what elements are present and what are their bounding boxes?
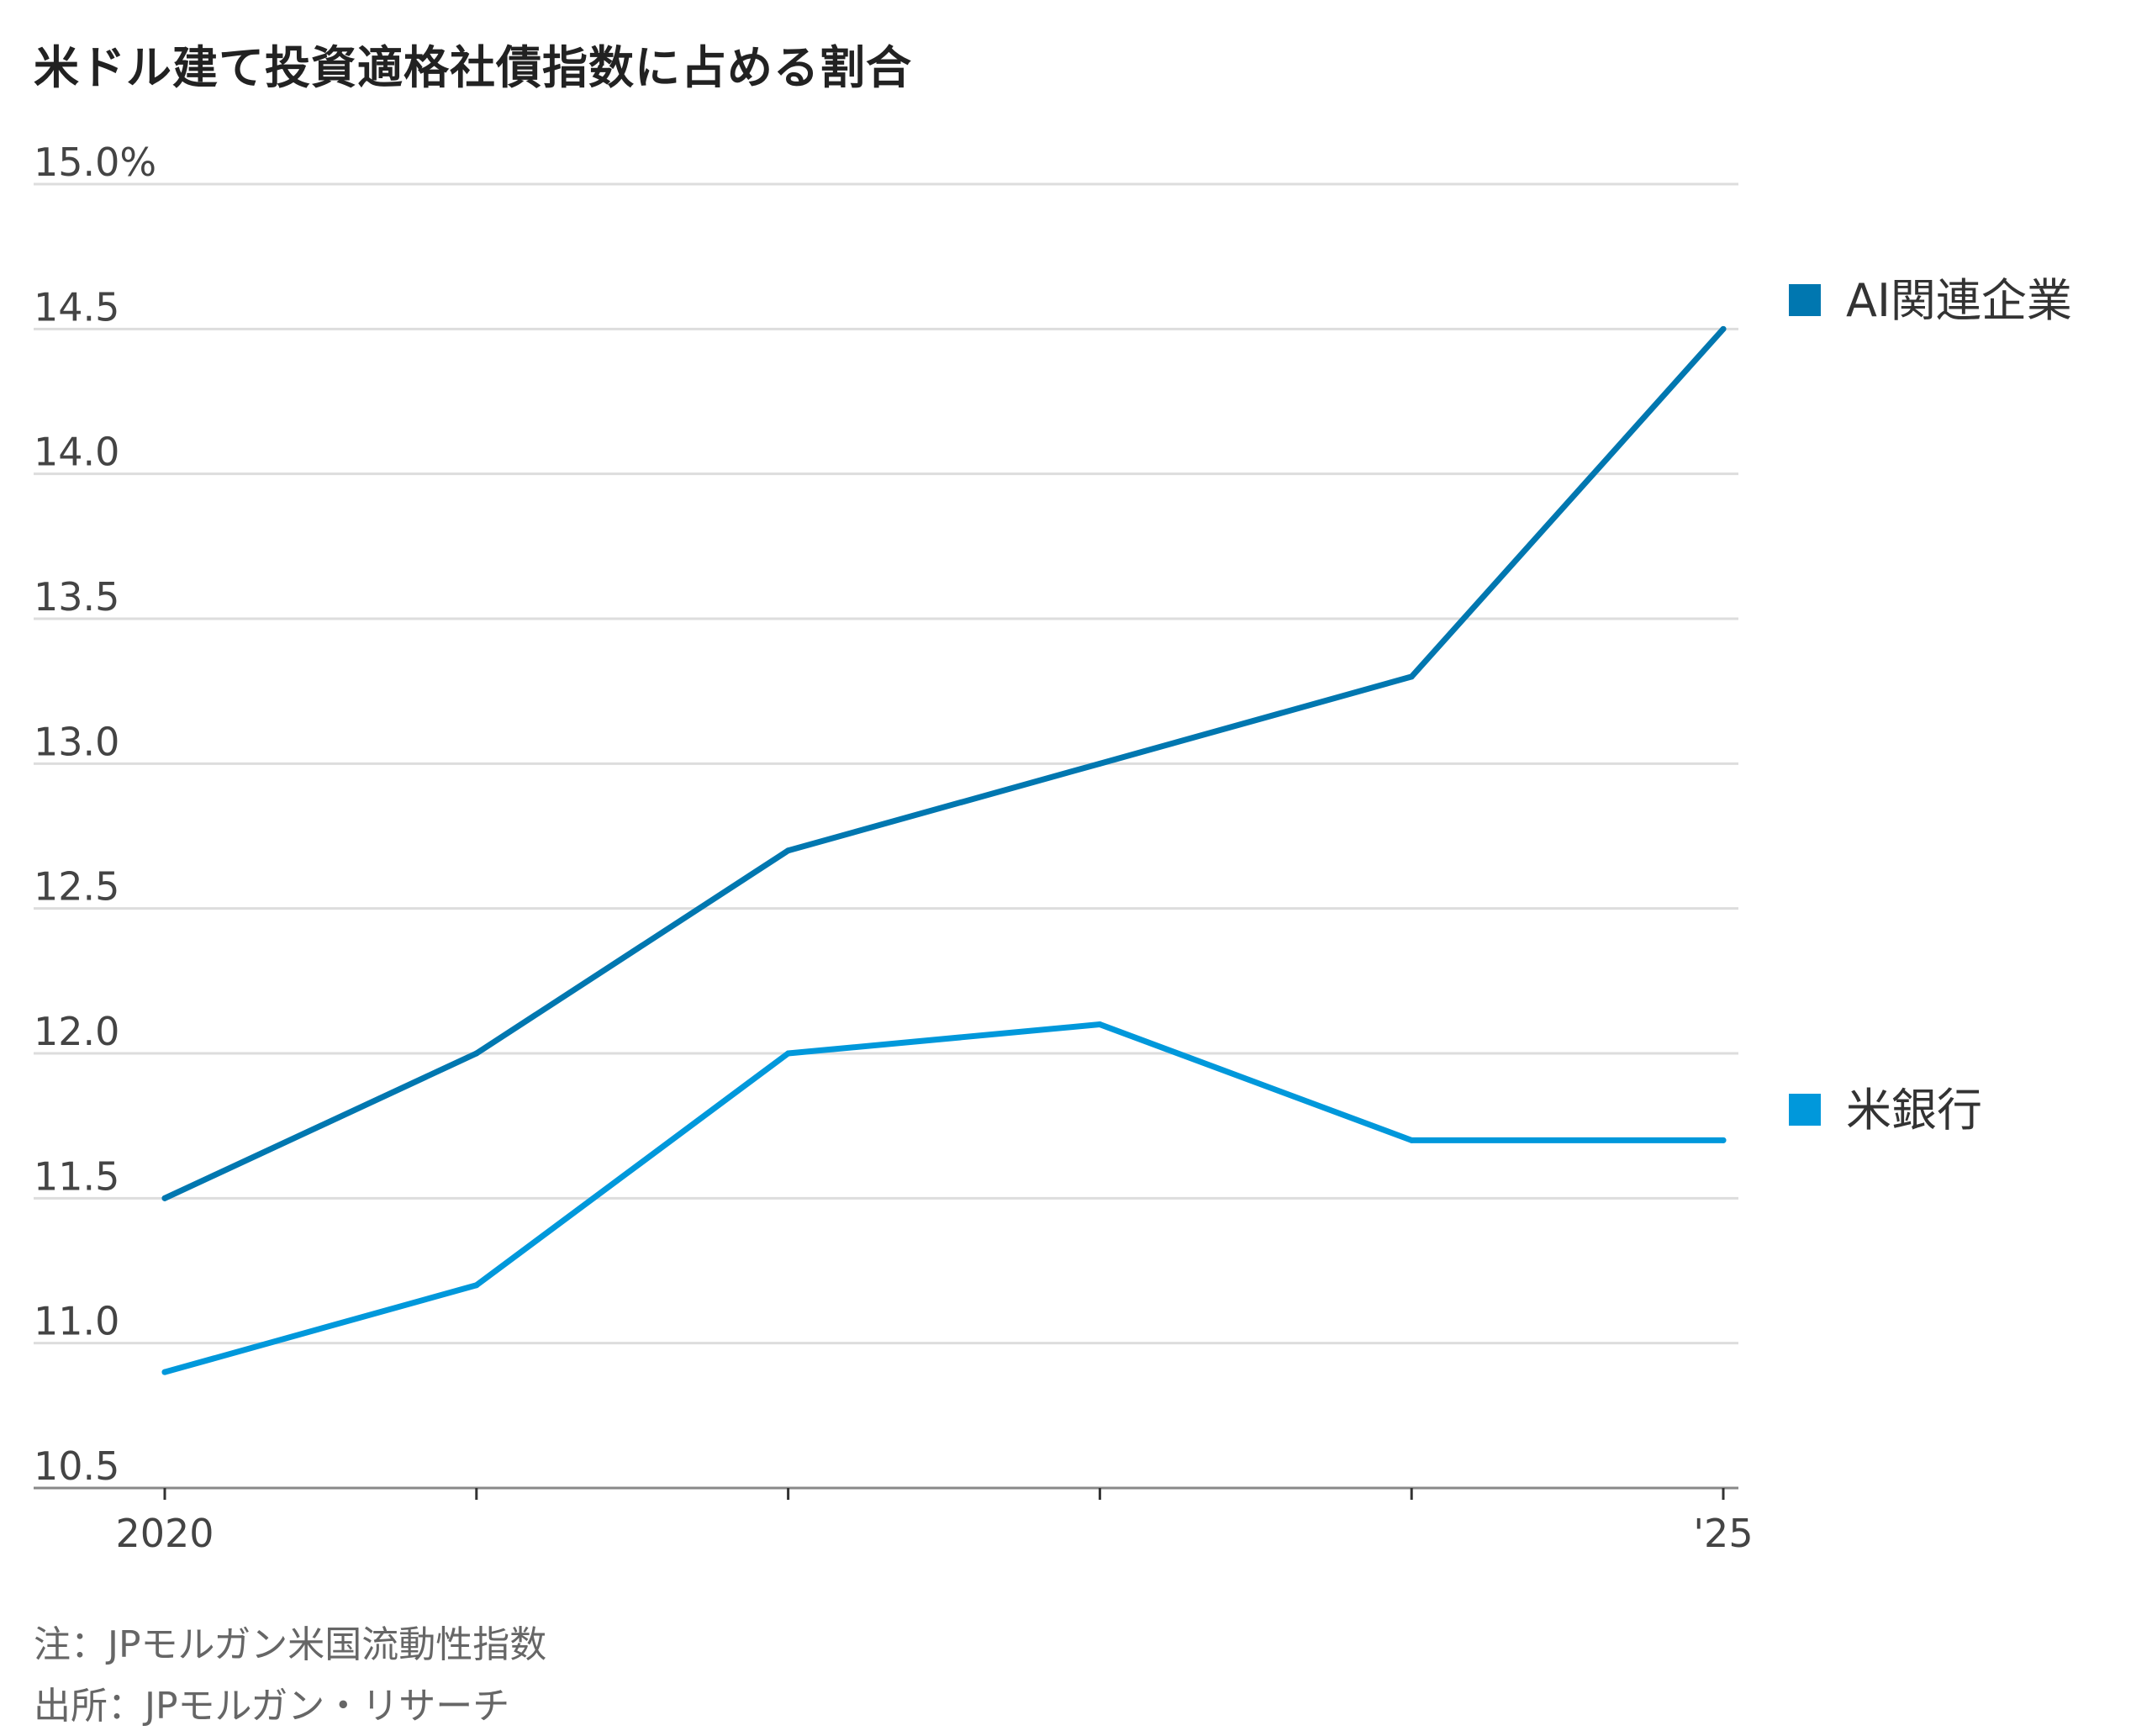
- legend-label: AI関連企業: [1846, 274, 2072, 327]
- chart-title: 米ドル建て投資適格社債指数に占める割合: [34, 41, 912, 94]
- legend-swatch: [1789, 284, 1821, 316]
- data-point: [473, 1050, 480, 1057]
- data-point: [161, 1369, 168, 1375]
- y-tick-label: 12.0: [34, 1009, 119, 1054]
- data-point: [161, 1195, 168, 1201]
- data-point: [473, 1282, 480, 1289]
- series-line-ai: [161, 325, 1727, 1201]
- data-point: [785, 847, 792, 854]
- data-point: [1408, 1137, 1415, 1143]
- series-line-banks: [161, 1021, 1727, 1375]
- y-tick-label: 13.0: [34, 719, 119, 764]
- data-point: [1720, 325, 1727, 332]
- chart-note: 注：JPモルガン米国流動性指数: [34, 1623, 547, 1666]
- y-tick-label: 10.5: [34, 1443, 119, 1489]
- legend-label: 米銀行: [1846, 1084, 1982, 1137]
- y-tick-label: 13.5: [34, 574, 119, 620]
- x-tick-label: 2020: [115, 1511, 214, 1556]
- x-tick-label: '25: [1693, 1511, 1753, 1556]
- chart-source: 出所：JPモルガン・リサーチ: [34, 1685, 510, 1728]
- line-chart: 10.5 11.0 11.5 12.0 12.5 13.0 13.5 14.0 14.5 15.0…: [34, 140, 2072, 1556]
- data-point: [1096, 760, 1103, 767]
- data-point: [1408, 673, 1415, 680]
- data-point: [1720, 1137, 1727, 1143]
- y-tick-label: 14.5: [34, 284, 119, 330]
- y-tick-label: 11.0: [34, 1299, 119, 1344]
- y-tick-label: 11.5: [34, 1153, 119, 1199]
- data-point: [785, 1050, 792, 1057]
- y-tick-label: 15.0%: [34, 140, 156, 185]
- y-tick-label: 14.0: [34, 430, 119, 475]
- y-tick-label: 12.5: [34, 864, 119, 910]
- data-point: [1096, 1021, 1103, 1028]
- legend-swatch: [1789, 1094, 1821, 1126]
